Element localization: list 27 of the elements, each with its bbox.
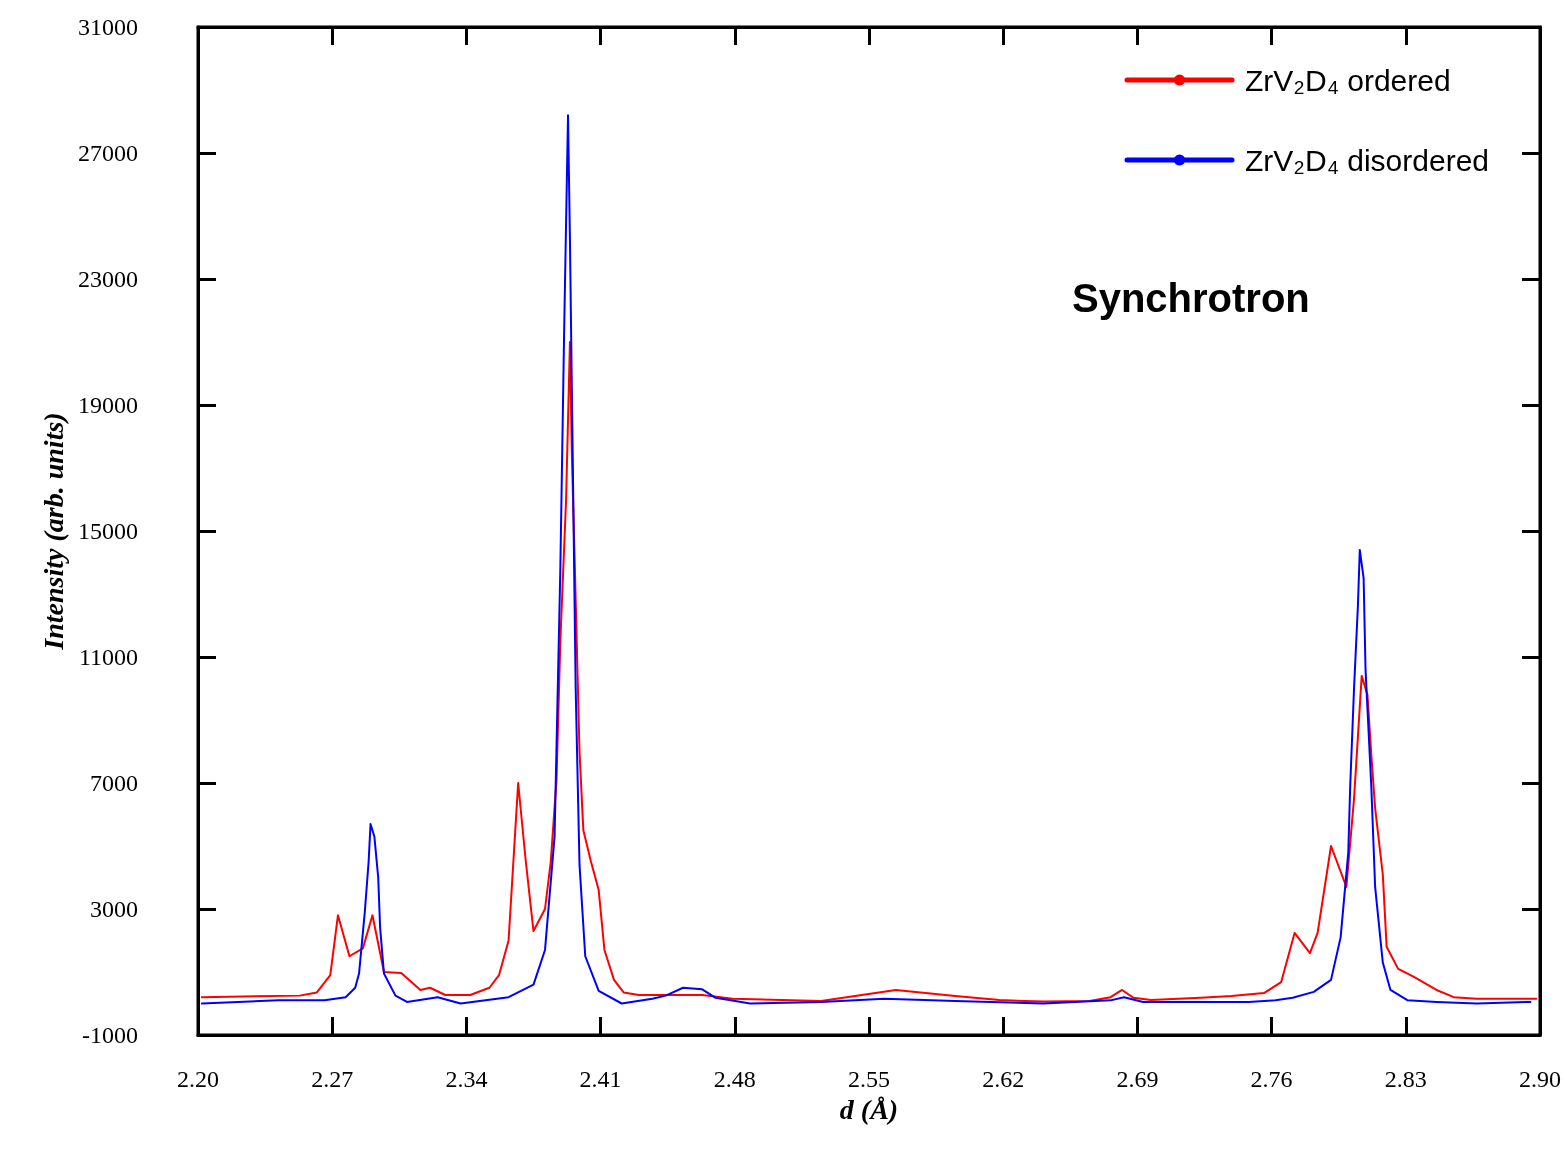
x-tick-label: 2.83 bbox=[1384, 1066, 1427, 1092]
annotation: Synchrotron bbox=[1072, 276, 1310, 320]
y-tick-label: 3000 bbox=[90, 896, 138, 922]
x-tick-label: 2.62 bbox=[982, 1066, 1025, 1092]
x-axis-title: d (Å) bbox=[839, 1094, 899, 1126]
x-tick-label: 2.76 bbox=[1250, 1066, 1293, 1092]
x-tick-label: 2.55 bbox=[848, 1066, 890, 1092]
legend-label: ZrV₂D₄ disordered bbox=[1245, 143, 1490, 177]
y-tick-label: 11000 bbox=[78, 644, 138, 670]
y-tick-label: 27000 bbox=[78, 140, 138, 166]
y-tick-label: 23000 bbox=[78, 266, 138, 292]
x-tick-label: 2.41 bbox=[579, 1066, 622, 1092]
x-tick-label: 2.90 bbox=[1519, 1066, 1561, 1092]
x-tick-label: 2.27 bbox=[311, 1066, 354, 1092]
line-series bbox=[200, 114, 1532, 1005]
y-tick-label: 19000 bbox=[78, 392, 138, 418]
x-tick-label: 2.20 bbox=[177, 1066, 219, 1092]
x-tick-label: 2.34 bbox=[445, 1066, 488, 1092]
y-tick-label: 31000 bbox=[78, 14, 138, 40]
x-tick-label: 2.69 bbox=[1116, 1066, 1159, 1092]
y-tick-label: 7000 bbox=[90, 770, 138, 796]
legend-label: ZrV₂D₄ ordered bbox=[1245, 63, 1451, 97]
y-tick-label: 15000 bbox=[78, 518, 138, 544]
x-tick-label: 2.48 bbox=[713, 1066, 756, 1092]
line-series bbox=[200, 341, 1538, 1003]
y-axis-title: Intensity (arb. units) bbox=[37, 412, 69, 651]
y-tick-label: -1000 bbox=[82, 1022, 138, 1048]
